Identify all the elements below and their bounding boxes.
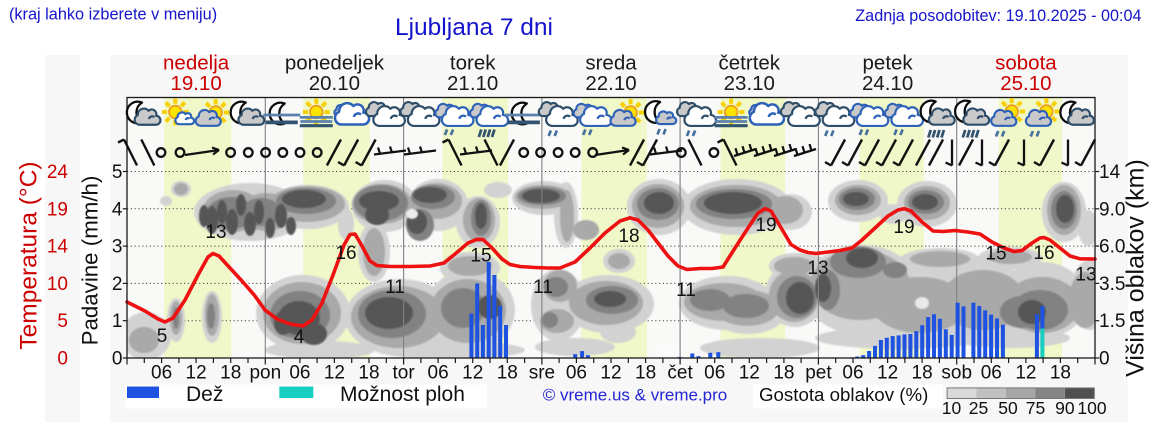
svg-text:13: 13 [1075,265,1096,286]
svg-text:3: 3 [112,237,123,258]
svg-text:četrtek: četrtek [719,52,781,75]
svg-text:(kraj lahko izberete v meniju): (kraj lahko izberete v meniju) [9,6,217,24]
svg-text:11: 11 [676,280,696,301]
svg-text:1.5: 1.5 [1099,311,1125,332]
svg-text:10: 10 [942,398,962,418]
svg-text:10: 10 [47,274,68,295]
svg-text:06: 06 [704,363,725,384]
svg-text:14: 14 [1099,162,1121,183]
svg-text:11: 11 [385,277,405,298]
svg-text:25.10: 25.10 [1000,72,1051,95]
svg-text:24: 24 [47,162,69,183]
svg-text:0: 0 [1099,349,1110,370]
svg-text:12: 12 [462,363,483,384]
svg-text:16: 16 [1033,243,1054,264]
svg-text:18: 18 [912,363,933,384]
svg-text:06: 06 [289,363,310,384]
svg-text:Padavine (mm/h): Padavine (mm/h) [78,176,103,346]
svg-text:06: 06 [981,363,1002,384]
svg-text:06: 06 [151,363,172,384]
svg-text:19: 19 [893,217,914,238]
svg-text:torek: torek [450,52,496,75]
svg-text:© vreme.us & vreme.pro: © vreme.us & vreme.pro [543,386,727,405]
svg-text:18: 18 [358,363,379,384]
svg-text:100: 100 [1077,398,1106,418]
svg-text:50: 50 [998,398,1018,418]
svg-text:6.0: 6.0 [1099,237,1125,258]
svg-text:pet: pet [805,363,832,384]
svg-text:4: 4 [112,199,123,220]
svg-text:06: 06 [842,363,863,384]
svg-text:13: 13 [205,222,226,243]
svg-text:3.5: 3.5 [1099,274,1125,295]
svg-text:18: 18 [635,363,656,384]
svg-text:0: 0 [112,349,123,370]
svg-text:sre: sre [529,363,555,384]
svg-text:11: 11 [533,277,553,298]
svg-text:sreda: sreda [585,52,637,75]
svg-text:5: 5 [57,311,68,332]
svg-text:Temperatura (°C): Temperatura (°C) [16,161,43,349]
svg-text:23.10: 23.10 [724,72,775,95]
svg-text:Dež: Dež [186,383,223,406]
svg-text:2: 2 [112,274,123,295]
svg-text:15: 15 [985,244,1006,265]
svg-text:0: 0 [57,349,68,370]
svg-text:12: 12 [877,363,898,384]
svg-text:5: 5 [112,162,123,183]
svg-text:18: 18 [773,363,794,384]
svg-text:5: 5 [157,326,168,347]
svg-text:19: 19 [47,199,68,220]
svg-text:06: 06 [428,363,449,384]
svg-text:nedelja: nedelja [163,52,230,75]
svg-text:13: 13 [807,258,828,279]
svg-text:16: 16 [335,243,356,264]
svg-text:pon: pon [249,363,281,384]
svg-text:12: 12 [186,363,207,384]
svg-text:9.0: 9.0 [1099,199,1125,220]
svg-text:sob: sob [941,363,972,384]
svg-text:tor: tor [393,363,416,384]
svg-text:12: 12 [324,363,345,384]
svg-text:24.10: 24.10 [862,72,913,95]
svg-text:čet: čet [667,363,693,384]
svg-text:15: 15 [470,246,491,267]
svg-text:Možnost ploh: Možnost ploh [340,383,465,406]
svg-text:Višina oblakov (km): Višina oblakov (km) [1122,159,1150,377]
svg-text:18: 18 [220,363,241,384]
svg-text:18: 18 [618,226,639,247]
svg-text:Zadnja posodobitev: 19.10.2025: Zadnja posodobitev: 19.10.2025 - 00:04 [855,7,1141,25]
svg-text:12: 12 [600,363,621,384]
svg-text:21.10: 21.10 [447,72,498,95]
svg-text:4: 4 [294,327,305,348]
svg-text:19.10: 19.10 [170,72,221,95]
svg-text:18: 18 [1050,363,1071,384]
svg-text:25: 25 [969,398,988,418]
svg-text:petek: petek [863,52,914,75]
svg-text:14: 14 [47,237,69,258]
svg-text:22.10: 22.10 [585,72,636,95]
svg-text:sobota: sobota [995,52,1057,75]
svg-text:19: 19 [755,215,776,236]
svg-text:Gostota oblakov (%): Gostota oblakov (%) [759,384,928,405]
svg-text:75: 75 [1026,398,1045,418]
svg-text:90: 90 [1055,398,1075,418]
svg-text:20.10: 20.10 [309,72,360,95]
svg-text:18: 18 [497,363,518,384]
svg-text:Ljubljana 7 dni: Ljubljana 7 dni [395,14,553,41]
svg-text:ponedeljek: ponedeljek [285,52,385,75]
svg-text:12: 12 [1015,363,1036,384]
svg-text:1: 1 [112,311,123,332]
svg-text:12: 12 [739,363,760,384]
svg-text:06: 06 [566,363,587,384]
